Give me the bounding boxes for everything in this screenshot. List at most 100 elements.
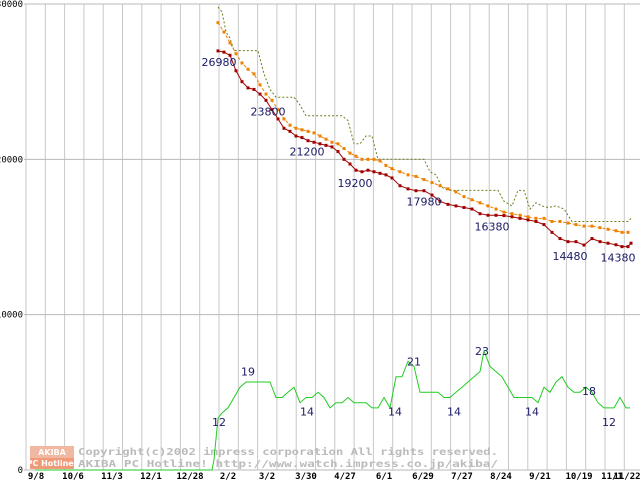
min-price-point bbox=[620, 245, 624, 249]
avg-price-point bbox=[288, 123, 292, 127]
avg-price-point bbox=[384, 164, 388, 168]
x-tick-label: 4/27 bbox=[334, 472, 356, 480]
avg-price-point bbox=[534, 216, 538, 220]
min-price-point bbox=[300, 136, 304, 140]
min-price-point bbox=[550, 230, 554, 234]
min-price-point bbox=[270, 108, 274, 112]
min-price-point bbox=[590, 237, 594, 241]
min-price-point bbox=[366, 168, 370, 172]
data-label: 17980 bbox=[407, 196, 442, 209]
grid-lines bbox=[24, 3, 640, 471]
x-tick-label: 6/29 bbox=[412, 472, 434, 480]
avg-price-point bbox=[282, 117, 286, 121]
watermark-logo-bottom-bg bbox=[30, 458, 74, 469]
y-tick-label: 0 bbox=[18, 466, 23, 476]
avg-price-point bbox=[470, 198, 474, 202]
avg-price-point bbox=[330, 140, 334, 144]
series-layer bbox=[35, 6, 633, 471]
avg-price-point bbox=[348, 151, 352, 155]
avg-price-point bbox=[234, 52, 238, 56]
avg-price-point bbox=[550, 219, 554, 223]
data-label: 12 bbox=[212, 416, 226, 429]
avg-price-point bbox=[372, 157, 376, 161]
min-price-point bbox=[234, 69, 238, 73]
min-price-point bbox=[606, 241, 610, 245]
avg-price-point bbox=[462, 195, 466, 199]
min-price-point bbox=[312, 140, 316, 144]
min-price-point bbox=[246, 86, 250, 90]
avg-price-point bbox=[566, 221, 570, 225]
avg-price-point bbox=[240, 61, 244, 65]
min-price-point bbox=[510, 215, 514, 219]
data-label: 14480 bbox=[553, 250, 588, 263]
x-tick-label: 7/27 bbox=[451, 472, 473, 480]
min-price-point bbox=[454, 204, 458, 208]
y-tick-label: 10000 bbox=[0, 311, 23, 321]
watermark-logo-top: AKIBA bbox=[38, 448, 66, 457]
min-price-point bbox=[478, 212, 482, 216]
avg-price-point bbox=[390, 167, 394, 171]
min-price-point bbox=[626, 245, 630, 249]
min-price-point bbox=[398, 184, 402, 188]
data-label: 16380 bbox=[475, 221, 510, 234]
x-tick-label: 10/6 bbox=[62, 472, 84, 480]
min-price-point bbox=[282, 126, 286, 130]
y-tick-label: 20000 bbox=[0, 155, 23, 165]
avg-price-point bbox=[598, 226, 602, 230]
avg-price-point bbox=[228, 41, 232, 45]
min-price-point bbox=[614, 243, 618, 247]
min-price-point bbox=[360, 170, 364, 174]
avg-price-point bbox=[502, 210, 506, 214]
avg-price-point bbox=[342, 146, 346, 150]
min-price-point bbox=[438, 199, 442, 203]
avg-price-point bbox=[620, 230, 624, 234]
min-price-point bbox=[598, 240, 602, 244]
min-price-point bbox=[336, 150, 340, 154]
min-price-point bbox=[348, 162, 352, 166]
avg-price-point bbox=[300, 128, 304, 132]
data-labels: 26980 23800 21200 19200 17980 16380 14480 14380… bbox=[202, 56, 636, 429]
min-price-point bbox=[406, 187, 410, 191]
x-axis-ticks: 9/8 10/6 11/3 12/1 12/28 2/2 3/2 3/30 4/27 6/1 6/2… bbox=[28, 472, 640, 480]
avg-price-point bbox=[438, 184, 442, 188]
data-label: 12 bbox=[602, 416, 616, 429]
min-price-point bbox=[240, 80, 244, 84]
data-label: 19 bbox=[241, 366, 255, 379]
data-label: 14 bbox=[300, 406, 314, 419]
y-tick-label: 30000 bbox=[0, 0, 23, 10]
min-price-point bbox=[430, 193, 434, 197]
min-price-point bbox=[264, 98, 268, 102]
min-price-point bbox=[318, 142, 322, 146]
min-price-point bbox=[542, 223, 546, 227]
avg-price-point bbox=[366, 157, 370, 161]
x-tick-label: 9/21 bbox=[529, 472, 551, 480]
data-label: 14 bbox=[447, 406, 461, 419]
data-label: 14380 bbox=[601, 252, 636, 265]
min-price-point bbox=[462, 205, 466, 209]
min-price-point bbox=[526, 218, 530, 222]
avg-price-point bbox=[478, 201, 482, 205]
avg-price-point bbox=[518, 213, 522, 217]
min-price-point bbox=[629, 241, 633, 245]
avg-price-point bbox=[354, 154, 358, 158]
min-price-point bbox=[354, 168, 358, 172]
min-price-point bbox=[228, 53, 232, 57]
watermark-logo-bottom: PC Hotline! bbox=[27, 459, 78, 468]
data-label: 23 bbox=[475, 345, 489, 358]
avg-price-point bbox=[294, 126, 298, 130]
min-price-point bbox=[294, 134, 298, 138]
data-label: 21200 bbox=[290, 146, 325, 159]
data-label: 18 bbox=[582, 385, 596, 398]
min-price-point bbox=[446, 202, 450, 206]
avg-price-point bbox=[510, 212, 514, 216]
avg-price-point bbox=[626, 230, 630, 234]
min-price-point bbox=[486, 213, 490, 217]
avg-price-point bbox=[222, 30, 226, 34]
min-price-point bbox=[384, 173, 388, 177]
x-tick-label: 11/1 bbox=[601, 472, 623, 480]
x-tick-label: 10/19 bbox=[565, 472, 592, 480]
watermark: AKIBA PC Hotline! Copyright(c)2002 impre… bbox=[27, 446, 498, 470]
avg-price-point bbox=[574, 223, 578, 227]
min-price-point bbox=[330, 145, 334, 149]
